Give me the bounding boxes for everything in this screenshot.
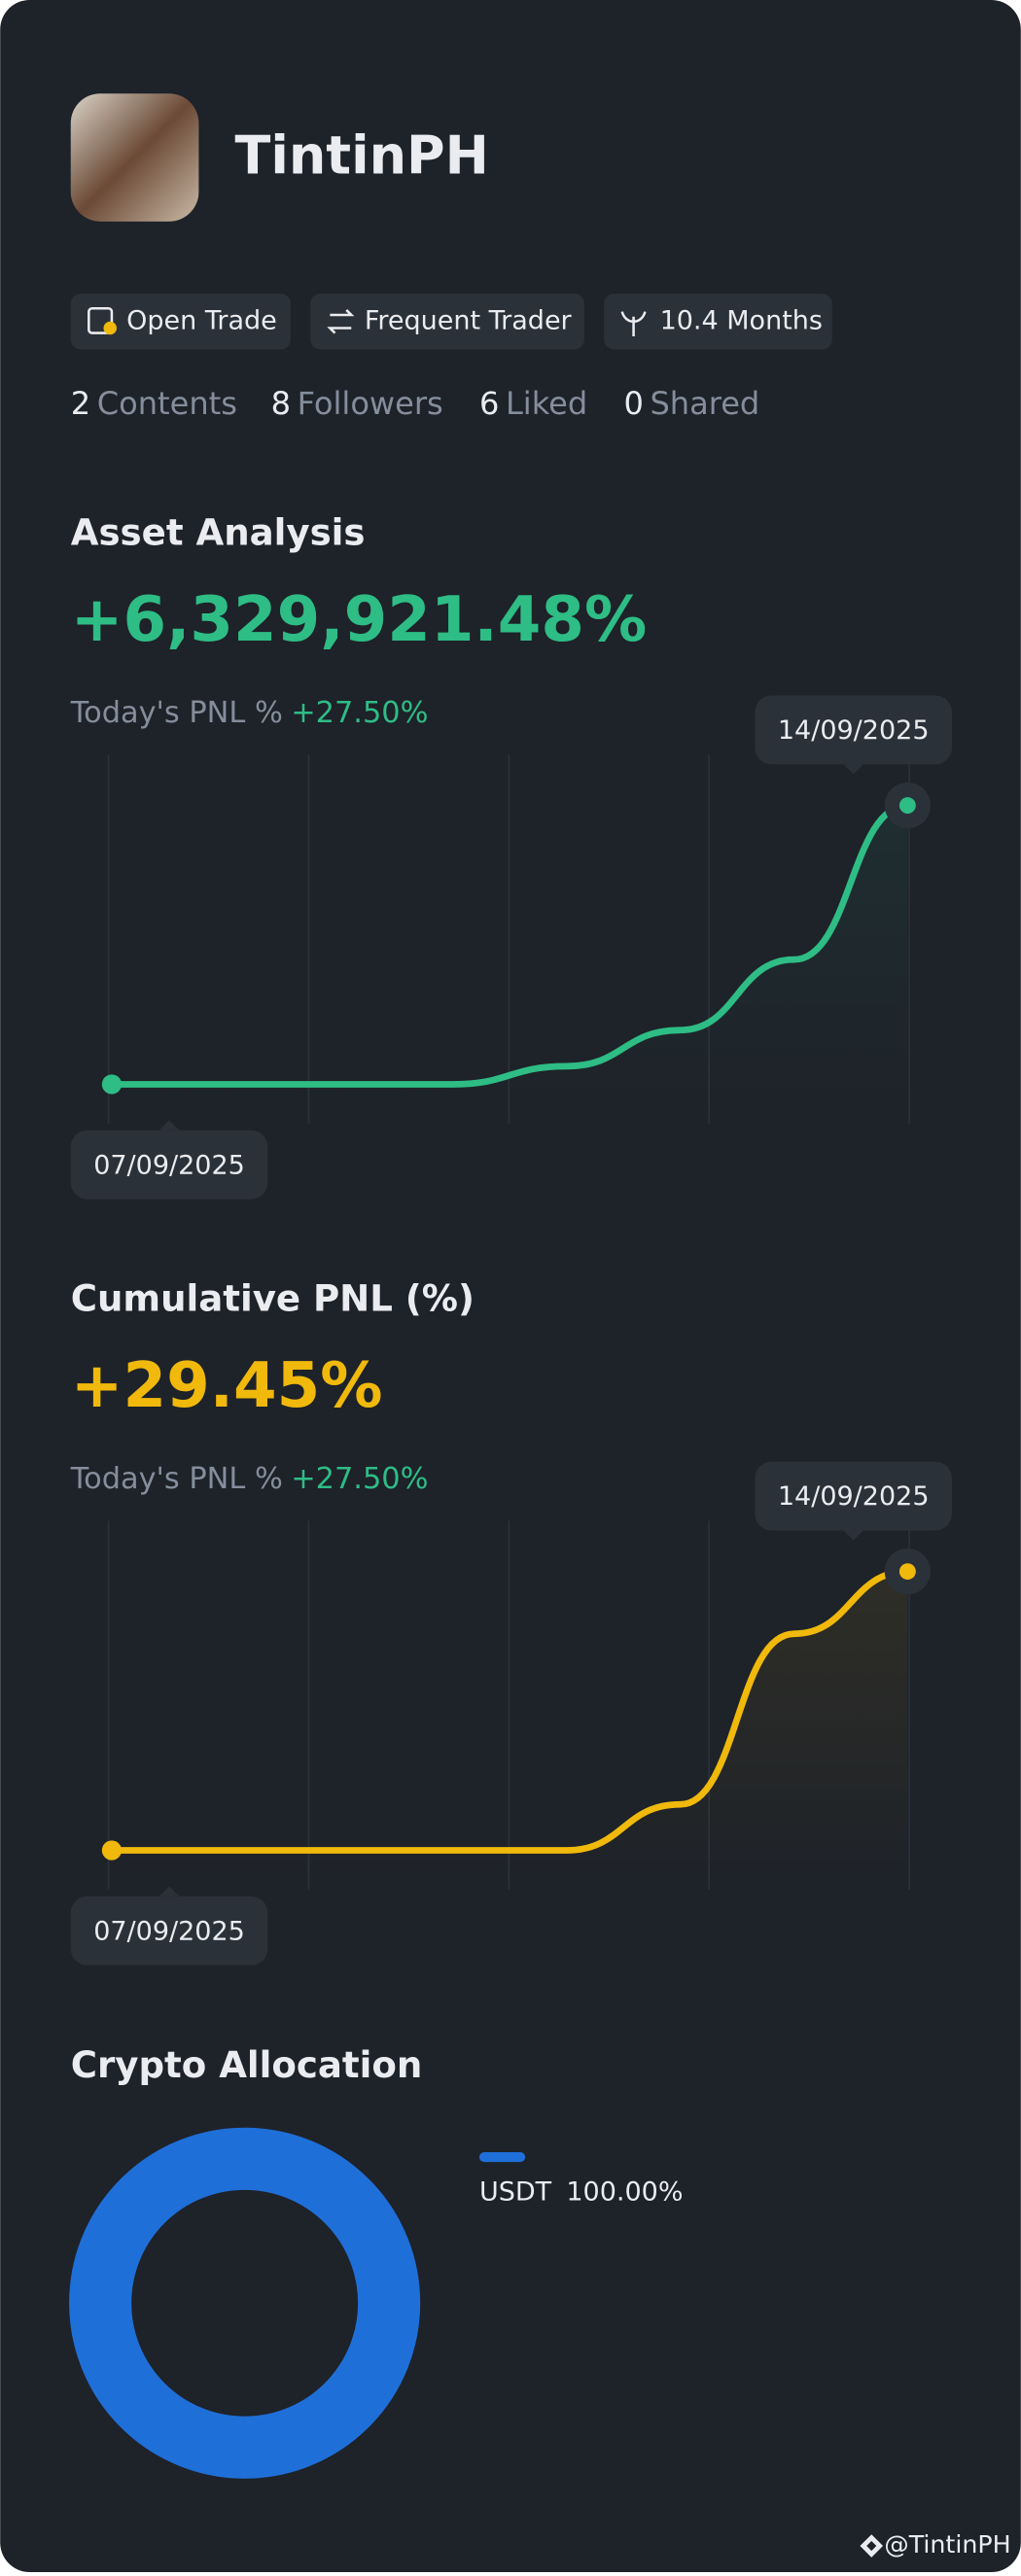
- stat-label: Contents: [97, 385, 237, 422]
- start-point: [101, 1074, 123, 1095]
- start-point: [101, 1840, 123, 1861]
- badge-icon: [88, 306, 114, 334]
- tooltip-pointer: [158, 1886, 180, 1897]
- stat-value: 8: [271, 385, 291, 422]
- date-label: 14/09/2025: [778, 1481, 930, 1512]
- donut-segment: [69, 2127, 421, 2479]
- today-pnl: Today's PNL % +27.50%: [70, 1462, 429, 1496]
- section-title: Crypto Allocation: [71, 2044, 423, 2086]
- stat-value: 6: [479, 385, 499, 422]
- stat-label: Shared: [650, 385, 759, 422]
- stat-value: 0: [623, 385, 643, 422]
- today-pnl-value: +27.50%: [291, 696, 428, 730]
- today-pnl-label: Today's PNL %: [70, 696, 283, 730]
- date-tooltip: [755, 695, 952, 765]
- line: [108, 802, 911, 1088]
- legend-value: 100.00%: [566, 2177, 683, 2208]
- date-tooltip: [755, 1461, 952, 1531]
- line: [108, 1568, 911, 1854]
- tooltip-pointer: [843, 764, 863, 775]
- badge-icon: [620, 311, 647, 336]
- line-area: [111, 1571, 908, 1890]
- tooltip-pointer: [843, 1530, 863, 1541]
- today-pnl: Today's PNL % +27.50%: [70, 696, 429, 730]
- badge: [70, 294, 291, 350]
- stats: 2 Contents 8 Followers 6 Liked 0 Shared: [71, 385, 760, 422]
- date-tooltip: [70, 1896, 268, 1966]
- end-point: [898, 1563, 916, 1581]
- date-label: 07/09/2025: [93, 1150, 245, 1180]
- end-point: [898, 797, 916, 814]
- headline-value: +6,329,921.48%: [71, 583, 647, 656]
- date-label: 14/09/2025: [778, 715, 930, 746]
- legend-swatch: [478, 2152, 526, 2163]
- legend-label: USDT: [479, 2177, 552, 2208]
- section-title: Asset Analysis: [71, 512, 366, 554]
- badge-label: Open Trade: [126, 305, 277, 335]
- headline-value: +29.45%: [71, 1349, 383, 1422]
- badge: [310, 294, 584, 350]
- today-pnl-label: Today's PNL %: [70, 1462, 283, 1496]
- badge-label: 10.4 Months: [660, 305, 823, 335]
- tooltip-pointer: [158, 1120, 180, 1131]
- date-label: 07/09/2025: [93, 1916, 245, 1946]
- badge-icon: [103, 321, 117, 335]
- footer-handle: @TintinPH: [884, 2530, 1010, 2559]
- footer-logo: [860, 2534, 884, 2558]
- user-name: TintinPH: [235, 124, 489, 186]
- stat-label: Liked: [506, 385, 587, 422]
- badge-icon: [327, 309, 355, 334]
- today-pnl-value: +27.50%: [291, 1462, 428, 1496]
- line-area: [111, 805, 908, 1124]
- date-tooltip: [70, 1130, 268, 1200]
- badge: [604, 294, 832, 350]
- section-title: Cumulative PNL (%): [71, 1278, 475, 1320]
- stat-label: Followers: [298, 385, 443, 422]
- avatar[interactable]: [70, 93, 199, 222]
- badge-label: Frequent Trader: [365, 305, 573, 335]
- stat-value: 2: [71, 385, 90, 422]
